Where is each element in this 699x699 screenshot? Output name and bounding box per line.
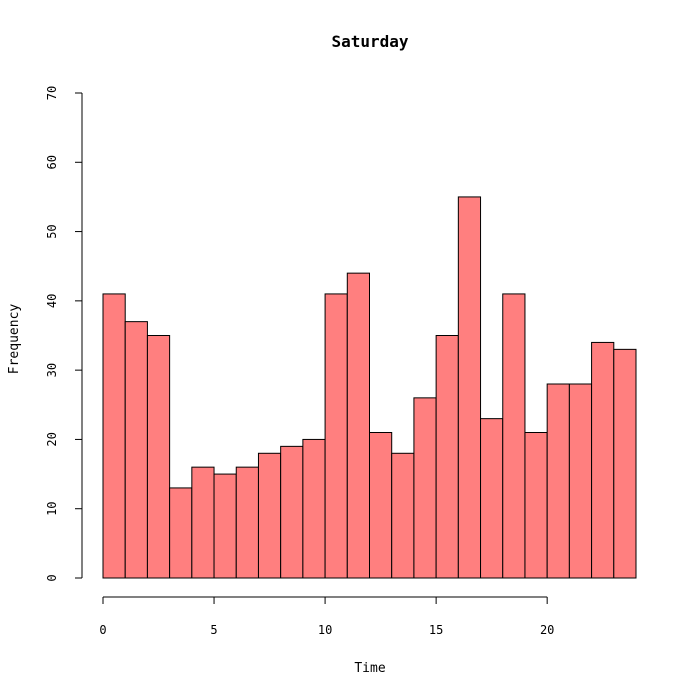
bar-1 [124,321,148,579]
bar-2 [146,335,171,579]
bar-8 [280,445,304,579]
bar-9 [302,438,326,579]
y-tick-label-7: 70 [45,86,59,100]
y-tick-label-5: 50 [45,224,59,238]
x-axis: 0 5 10 15 20 [99,596,554,637]
bar-6 [235,466,259,579]
x-axis-label: Time [354,661,385,676]
y-tick-label-1: 10 [45,501,59,515]
x-tick-label-0: 0 [99,623,106,637]
bar-16 [457,196,482,579]
x-tick-label-1: 5 [210,623,217,637]
y-tick-label-2: 20 [45,432,59,446]
bar-10 [324,293,348,579]
bar-5 [213,473,237,579]
y-tick-label-4: 40 [45,294,59,308]
bar-23 [613,348,637,579]
bar-17 [480,418,504,579]
bar-20 [546,383,570,579]
bars-group [102,196,637,579]
bar-0 [102,293,126,579]
y-axis: 0 10 20 30 40 50 60 70 [45,86,83,582]
bar-14 [413,397,437,579]
bar-13 [391,452,415,579]
bar-19 [524,432,548,579]
x-tick-label-4: 20 [540,623,554,637]
bar-4 [191,466,215,579]
bar-12 [369,432,393,579]
x-tick-label-3: 15 [429,623,443,637]
bar-11 [346,272,370,579]
x-tick-label-2: 10 [318,623,332,637]
bar-7 [257,452,282,579]
bar-22 [591,341,615,579]
y-tick-label-3: 30 [45,363,59,377]
y-tick-label-6: 60 [45,155,59,169]
bar-18 [502,293,526,579]
bar-21 [568,383,593,579]
chart-title: Saturday [331,32,408,51]
bar-3 [169,487,193,579]
y-tick-label-0: 0 [45,574,59,581]
bar-15 [435,335,459,579]
y-axis-label: Frequency [7,304,22,375]
